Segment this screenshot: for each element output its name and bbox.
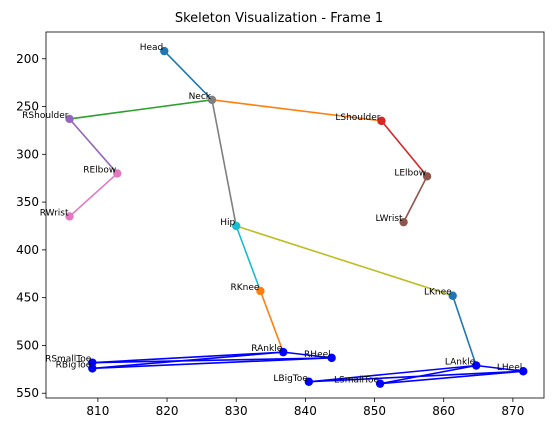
y-tick-label: 450 [16, 291, 39, 305]
plot-area-frame [45, 31, 545, 399]
bone-neck-lshoulder [211, 99, 382, 122]
bone-relbow-rwrist [68, 172, 118, 218]
bone-lknee-lankle [451, 295, 477, 366]
y-tick-label: 200 [16, 52, 39, 66]
bone-rankle-rbigtoe [92, 351, 284, 370]
joint-label-rwrist: RWrist [40, 208, 69, 218]
joints-layer [65, 46, 528, 388]
bone-rknee-rankle [259, 290, 284, 353]
bone-rbigtoe-rheel [92, 357, 332, 370]
bone-neck-rshoulder [69, 99, 213, 120]
y-axis: 200 250 300 350 400 450 500 550 [16, 52, 46, 400]
joint-label-lelbow: LElbow [394, 168, 426, 178]
joint-point-relbow [113, 169, 122, 178]
joint-point-rshoulder [65, 114, 74, 124]
joint-label-hip: Hip [220, 218, 235, 228]
joint-label-head: Head [140, 43, 164, 53]
x-tick-label: 850 [363, 404, 386, 418]
x-tick-label: 860 [432, 404, 455, 418]
joint-label-lbigtoe: LBigToe [273, 374, 308, 384]
bone-lankle-lheel [476, 364, 524, 373]
joint-point-rwrist [65, 212, 74, 221]
bone-head-neck [163, 50, 213, 101]
joint-point-lsmalltoe [375, 379, 385, 388]
joint-label-lshoulder: LShoulder [335, 113, 380, 123]
joint-label-lheel: LHeel [497, 363, 522, 373]
joint-label-rbigtoe: RBigToe [56, 360, 92, 370]
joint-point-lbigtoe [304, 377, 314, 386]
bone-lshoulder-lelbow [380, 120, 428, 177]
bone-lankle-lsmalltoe [379, 364, 477, 385]
joint-label-neck: Neck [189, 92, 212, 102]
bone-lsmalltoe-lheel [380, 370, 524, 385]
x-tick-label: 810 [86, 404, 109, 418]
joint-point-rknee [256, 286, 265, 296]
joint-label-lsmalltoe: LSmallToe [334, 376, 379, 386]
joint-label-lwrist: LWrist [375, 214, 403, 224]
joint-point-lankle [472, 361, 481, 370]
bones-layer [68, 50, 524, 385]
joint-label-lankle: LAnkle [445, 358, 476, 368]
y-tick-label: 500 [16, 338, 39, 352]
joint-label-rknee: RKnee [230, 283, 259, 293]
joint-point-neck [207, 95, 217, 105]
joint-point-lshoulder [377, 116, 386, 126]
joint-point-rheel [327, 353, 336, 363]
bone-hip-rknee [235, 225, 262, 292]
y-tick-label: 400 [16, 243, 39, 257]
joint-point-rankle [279, 347, 288, 357]
x-tick-label: 840 [294, 404, 317, 418]
bone-rheel-rsmalltoe [92, 357, 332, 364]
joint-label-rsmalltoe: RSmallToe [45, 355, 92, 365]
joint-point-lelbow [422, 172, 432, 181]
y-tick-label: 350 [16, 195, 39, 209]
x-tick-label: 870 [501, 404, 524, 418]
joint-point-head [160, 46, 169, 56]
x-tick-label: 820 [156, 404, 179, 418]
y-tick-label: 550 [16, 386, 39, 400]
joint-point-lheel [519, 367, 528, 376]
bone-neck-hip [211, 99, 237, 227]
joint-label-rshoulder: RShoulder [22, 111, 69, 121]
y-tick-label: 300 [16, 147, 39, 161]
bone-rshoulder-relbow [68, 118, 118, 174]
joint-label-relbow: RElbow [83, 165, 116, 175]
bone-rsmalltoe-rankle [92, 351, 284, 364]
x-tick-label: 830 [225, 404, 248, 418]
joint-label-lknee: LKnee [424, 288, 452, 298]
y-tick-label: 250 [16, 100, 39, 114]
joint-point-lwrist [399, 217, 408, 227]
bone-lbigtoe-lankle [308, 364, 477, 383]
bone-rankle-rheel [283, 351, 332, 359]
joint-labels-layer: Head Neck RShoulder RElbow RWrist LShoulder LE… [22, 43, 522, 386]
bone-lelbow-lwrist [402, 175, 428, 223]
joint-point-lknee [448, 291, 457, 300]
bone-hip-lknee [235, 225, 453, 297]
chart-title: Skeleton Visualization - Frame 1 [175, 11, 383, 26]
joint-label-rheel: RHeel [304, 350, 331, 360]
joint-point-hip [232, 221, 241, 231]
x-axis: 810 820 830 840 850 860 870 [86, 398, 524, 418]
joint-label-rankle: RAnkle [251, 344, 282, 354]
joint-point-rbigtoe [88, 364, 97, 373]
